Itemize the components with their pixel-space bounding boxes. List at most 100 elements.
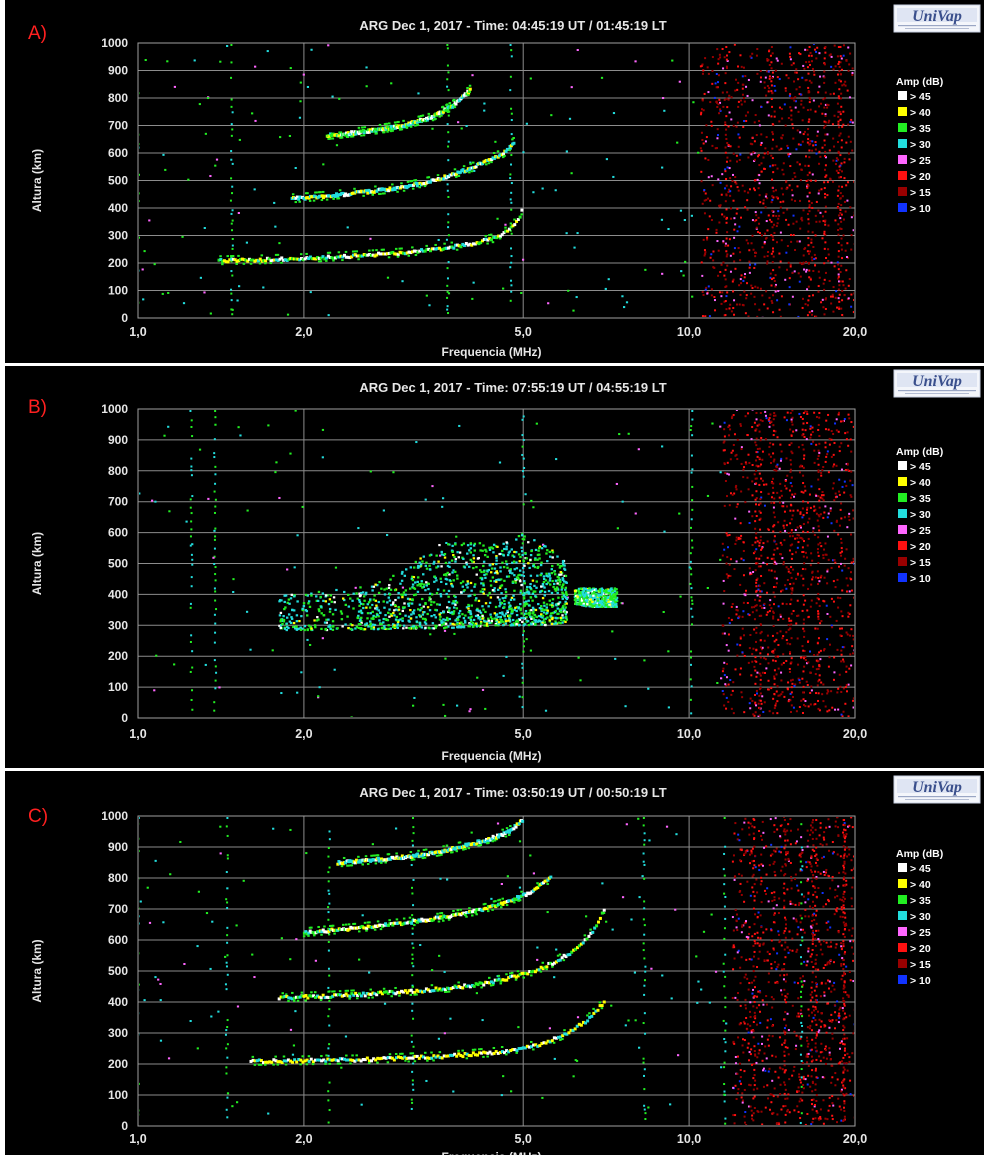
spread-echo-point bbox=[480, 570, 483, 574]
noise-dot bbox=[846, 468, 849, 471]
echo-trace-point bbox=[396, 255, 400, 258]
spread-echo-point bbox=[296, 600, 299, 603]
spread-echo-point bbox=[470, 604, 473, 607]
echo-trace-point bbox=[468, 242, 472, 246]
noise-dot bbox=[785, 505, 788, 508]
noise-dot bbox=[729, 194, 732, 197]
noise-dot bbox=[847, 135, 850, 138]
noise-dot bbox=[810, 179, 813, 182]
spread-echo-point bbox=[499, 566, 502, 569]
spread-echo-point bbox=[361, 591, 365, 594]
spread-echo-point bbox=[395, 615, 398, 619]
interference-dot bbox=[816, 519, 819, 522]
interference-dot bbox=[691, 410, 694, 412]
interference-dot bbox=[772, 697, 775, 700]
spread-echo-point bbox=[511, 580, 515, 583]
interference-dot bbox=[773, 683, 776, 686]
spread-echo-point bbox=[454, 595, 457, 599]
noise-dot bbox=[785, 487, 788, 490]
noise-dot bbox=[768, 77, 771, 80]
spread-echo-point bbox=[357, 610, 361, 613]
spread-echo-point bbox=[444, 561, 448, 564]
noise-dot bbox=[736, 609, 739, 612]
spread-echo-point bbox=[452, 612, 455, 615]
noise-dot bbox=[845, 59, 848, 62]
interference-dot bbox=[754, 569, 757, 572]
noise-dot bbox=[783, 510, 786, 513]
noise-dot bbox=[764, 232, 767, 235]
spread-echo-point bbox=[431, 627, 434, 630]
spread-echo-point bbox=[317, 618, 320, 621]
noise-dot bbox=[780, 494, 783, 497]
spread-echo-point bbox=[451, 602, 454, 605]
interference-dot bbox=[802, 657, 805, 660]
legend-entry-label: > 30 bbox=[910, 139, 931, 151]
interference-dot bbox=[755, 631, 758, 634]
spread-echo-point bbox=[432, 601, 436, 604]
spread-echo-point bbox=[413, 566, 416, 569]
spread-echo-point bbox=[402, 591, 406, 594]
interference-dot bbox=[808, 79, 811, 82]
interference-dot bbox=[789, 583, 792, 586]
spread-echo-point bbox=[523, 582, 526, 585]
noise-dot bbox=[758, 510, 761, 513]
noise-dot bbox=[845, 256, 848, 259]
spread-echo-point bbox=[526, 620, 530, 623]
interference-dot bbox=[772, 424, 775, 427]
spread-echo-point bbox=[483, 619, 486, 622]
spread-echo-point bbox=[529, 596, 533, 599]
noise-dot bbox=[792, 509, 795, 512]
interference-dot bbox=[758, 557, 761, 560]
noise-dot bbox=[847, 715, 850, 717]
noise-dot bbox=[810, 689, 813, 692]
spread-echo-point bbox=[488, 546, 491, 549]
spread-echo-point bbox=[392, 574, 395, 577]
interference-dot bbox=[760, 574, 763, 577]
noise-dot bbox=[824, 428, 827, 431]
noise-dot bbox=[768, 49, 771, 52]
noise-dot bbox=[751, 136, 754, 139]
scatter-dot bbox=[661, 445, 664, 448]
interference-dot bbox=[521, 634, 524, 637]
interference-dot bbox=[726, 291, 729, 294]
noise-dot bbox=[761, 316, 764, 317]
interference-dot bbox=[214, 527, 217, 530]
noise-dot bbox=[844, 287, 847, 290]
interference-dot bbox=[790, 528, 793, 531]
noise-dot bbox=[791, 178, 794, 181]
spread-echo-point bbox=[506, 566, 509, 569]
noise-dot bbox=[703, 249, 706, 252]
noise-dot bbox=[734, 223, 737, 226]
noise-dot bbox=[838, 168, 841, 171]
scatter-dot bbox=[525, 122, 528, 125]
noise-dot bbox=[727, 244, 730, 247]
noise-dot bbox=[848, 667, 851, 670]
noise-dot bbox=[749, 697, 752, 700]
spread-echo-point bbox=[329, 626, 332, 629]
interference-dot bbox=[808, 261, 811, 264]
noise-dot bbox=[811, 426, 814, 429]
noise-dot bbox=[774, 69, 777, 72]
noise-dot bbox=[806, 508, 809, 511]
spread-echo-point bbox=[344, 603, 347, 606]
scatter-dot bbox=[572, 309, 575, 312]
interference-dot bbox=[823, 181, 826, 184]
noise-dot bbox=[770, 496, 773, 499]
legend-swatch bbox=[898, 493, 907, 502]
spread-echo-point bbox=[424, 618, 428, 622]
spread-echo-point bbox=[469, 551, 473, 554]
noise-dot bbox=[744, 114, 747, 117]
spread-echo-point bbox=[446, 571, 449, 574]
spread-echo-point bbox=[405, 626, 408, 629]
echo-trace-point bbox=[455, 175, 458, 178]
spread-echo-point bbox=[546, 581, 550, 584]
scatter-dot bbox=[441, 505, 444, 508]
noise-dot bbox=[852, 517, 854, 520]
interference-dot bbox=[771, 147, 774, 150]
spread-echo-point bbox=[500, 618, 503, 622]
echo-trace-point bbox=[325, 259, 328, 262]
spread-echo-point bbox=[444, 573, 447, 576]
legend-entry-label: > 45 bbox=[910, 461, 931, 473]
noise-dot bbox=[740, 282, 743, 285]
noise-dot bbox=[819, 622, 822, 625]
